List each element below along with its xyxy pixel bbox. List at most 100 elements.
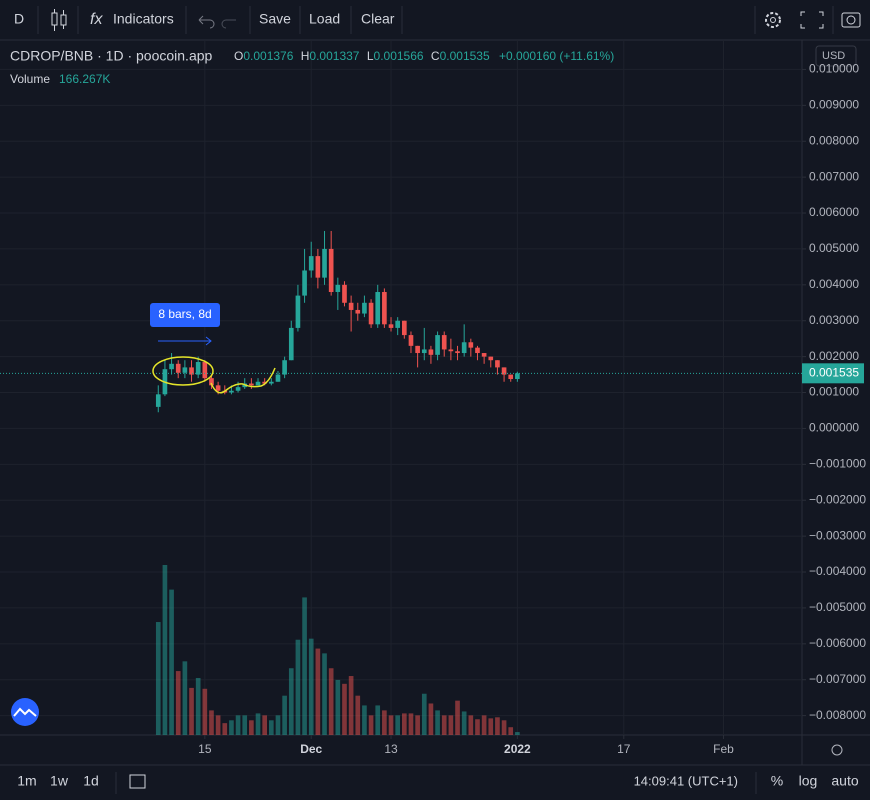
load-button[interactable]: Load — [309, 11, 340, 27]
candle-body — [388, 324, 394, 328]
candle-body — [428, 349, 434, 355]
candle-body — [468, 342, 474, 348]
candle-body — [295, 295, 301, 328]
currency-button[interactable] — [815, 45, 857, 67]
change: +0.000160 (+11.61%) — [499, 49, 614, 63]
volume-bar — [268, 720, 274, 735]
y-tick-label: −0.003000 — [809, 528, 866, 542]
volume-bar — [315, 648, 321, 735]
x-tick-label: 13 — [384, 742, 398, 756]
volume-bar — [195, 677, 201, 735]
candle-body — [302, 270, 307, 296]
symbol: CDROP/BNB · 1D · poocoin.app — [10, 48, 213, 64]
volume-bar — [255, 713, 261, 735]
y-tick-label: 0.003000 — [809, 313, 859, 327]
volume-bar — [182, 661, 188, 735]
grid — [0, 40, 802, 735]
y-tick-label: −0.002000 — [809, 492, 866, 506]
candle-body — [448, 349, 454, 352]
volume-value: 166.267K — [59, 72, 110, 86]
volume-bar — [322, 653, 327, 735]
candle-body — [475, 347, 480, 354]
o-key: O — [234, 49, 243, 63]
settings-button[interactable] — [765, 12, 781, 28]
candle-body — [209, 378, 214, 386]
toolbar — [0, 0, 870, 40]
annotation-text: 8 bars, 8d — [158, 307, 211, 321]
interval-button[interactable]: D — [14, 11, 24, 27]
candle-body — [335, 284, 341, 293]
volume-bar — [302, 597, 307, 735]
logo[interactable] — [11, 698, 39, 726]
auto-button[interactable]: auto — [831, 773, 858, 789]
save-button[interactable]: Save — [259, 11, 291, 27]
date-range-button[interactable] — [129, 774, 146, 789]
volume-bar — [348, 676, 354, 735]
candle-body — [488, 356, 494, 361]
y-tick-label: 0.006000 — [809, 205, 859, 219]
volume-bar — [215, 715, 221, 735]
candle-body — [481, 353, 487, 357]
undo-button[interactable] — [200, 19, 215, 29]
volume-bar — [468, 715, 474, 735]
candle-body — [495, 360, 500, 368]
snapshot-button[interactable] — [841, 12, 861, 28]
indicators-icon[interactable]: fx — [90, 11, 103, 28]
volume-bar — [362, 705, 367, 735]
candle-body — [342, 284, 347, 303]
range-button[interactable]: 1w — [50, 773, 69, 789]
volume-bar — [455, 700, 460, 735]
volume-bar — [275, 715, 281, 735]
volume-bar — [408, 713, 414, 735]
volume-bar — [382, 710, 387, 735]
candle-body — [515, 373, 520, 380]
axis-settings[interactable] — [831, 744, 843, 756]
candle-body — [288, 327, 294, 361]
volume-bar — [441, 715, 447, 735]
volume-bar — [401, 713, 407, 735]
volume-bar — [288, 668, 294, 735]
time-axis: 15 Dec 13 2022 17 Feb — [198, 735, 734, 756]
fullscreen-button[interactable] — [800, 11, 824, 29]
candle-body — [415, 345, 420, 354]
redo-button[interactable] — [221, 19, 236, 29]
range-button[interactable]: 1d — [83, 773, 99, 789]
annotation-box — [150, 303, 220, 327]
volume-bar — [415, 715, 420, 735]
chart-type-button[interactable] — [51, 9, 67, 31]
candle-body — [421, 349, 427, 354]
indicators-button[interactable]: Indicators — [113, 11, 174, 27]
candles — [0, 230, 802, 413]
y-tick-label: −0.001000 — [809, 456, 866, 470]
c-key: C — [431, 49, 440, 63]
currency[interactable]: USD — [822, 50, 845, 62]
volume-bar — [262, 715, 268, 735]
y-tick-label: 0.005000 — [809, 241, 859, 255]
last-price-box — [802, 363, 864, 384]
percent-button[interactable]: % — [771, 773, 783, 789]
o-val: 0.001376 — [243, 49, 293, 63]
volume-bar — [501, 720, 507, 735]
y-tick-label: −0.004000 — [809, 564, 866, 578]
y-tick-label: 0.008000 — [809, 133, 859, 147]
candle-body — [441, 335, 447, 350]
candle-body — [355, 309, 361, 314]
candle-body — [282, 360, 287, 375]
highlight-ellipse — [152, 356, 214, 386]
candle-body — [155, 394, 161, 407]
volume-bar — [175, 671, 181, 735]
log-button[interactable]: log — [799, 773, 818, 789]
y-tick-label: 0.007000 — [809, 169, 859, 183]
volume-bar — [328, 668, 334, 735]
candle-body — [249, 383, 254, 386]
range-button[interactable]: 1m — [17, 773, 36, 789]
candle-body — [202, 362, 208, 379]
x-tick-label: 17 — [617, 742, 631, 756]
y-tick-label: 0.004000 — [809, 277, 859, 291]
volume-bar — [515, 732, 520, 735]
volume-bar — [475, 719, 480, 735]
price-axis: 0.010000 0.009000 0.008000 0.007000 0.006000… — [802, 62, 866, 722]
candle-body — [308, 256, 314, 271]
clear-button[interactable]: Clear — [361, 11, 395, 27]
